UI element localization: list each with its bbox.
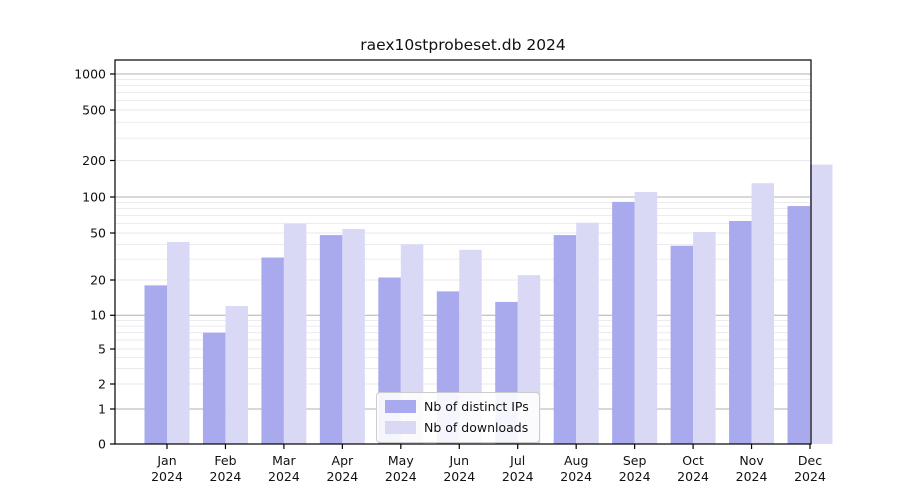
bar-downloads-sep <box>634 191 658 444</box>
bar-ips-aug <box>553 235 577 444</box>
x-tick-month: Nov <box>739 453 764 468</box>
legend-item-downloads: Nb of downloads <box>385 419 529 436</box>
y-tick-label: 500 <box>82 102 106 117</box>
x-tick-year: 2024 <box>619 469 651 484</box>
legend-item-distinct-ips: Nb of distinct IPs <box>385 398 529 415</box>
x-tick-year: 2024 <box>794 469 826 484</box>
bar-ips-oct <box>670 245 694 444</box>
x-tick-month: Feb <box>214 453 236 468</box>
bar-ips-nov <box>729 220 752 444</box>
bar-downloads-mar <box>283 223 307 444</box>
x-tick-year: 2024 <box>560 469 592 484</box>
bar-ips-dec <box>787 206 810 444</box>
y-tick-label: 200 <box>82 153 106 168</box>
x-tick-year: 2024 <box>151 469 183 484</box>
bar-ips-sep <box>612 201 635 444</box>
x-tick-year: 2024 <box>385 469 417 484</box>
bar-ips-jan <box>144 285 167 444</box>
bar-downloads-feb <box>225 306 248 444</box>
bar-ips-feb <box>202 332 226 444</box>
x-tick-month: Mar <box>272 453 296 468</box>
bar-ips-apr <box>319 235 343 444</box>
y-tick-label: 2 <box>98 376 106 391</box>
x-tick-year: 2024 <box>502 469 534 484</box>
legend-label-distinct-ips: Nb of distinct IPs <box>424 399 529 414</box>
bar-downloads-jan <box>167 241 190 444</box>
x-tick-month: Dec <box>798 453 822 468</box>
x-tick-month: Sep <box>623 453 647 468</box>
plot-border <box>114 59 812 445</box>
y-tick-label: 5 <box>98 341 106 356</box>
y-tick-label: 1 <box>98 401 106 416</box>
x-tick-month: Jul <box>509 453 525 468</box>
legend-swatch-downloads <box>385 421 416 434</box>
bar-downloads-nov <box>751 183 775 444</box>
y-tick-label: 0 <box>98 436 106 451</box>
x-tick-year: 2024 <box>736 469 768 484</box>
x-tick-month: Apr <box>332 453 354 468</box>
y-tick-label: 20 <box>90 272 106 287</box>
legend: Nb of distinct IPs Nb of downloads <box>376 392 540 443</box>
y-tick-label: 50 <box>90 225 106 240</box>
legend-label-downloads: Nb of downloads <box>424 420 529 435</box>
x-tick-year: 2024 <box>677 469 709 484</box>
x-tick-year: 2024 <box>210 469 242 484</box>
x-tick-year: 2024 <box>268 469 300 484</box>
chart-title: raex10stprobeset.db 2024 <box>360 36 566 54</box>
x-tick-month: Oct <box>682 453 704 468</box>
y-tick-label: 10 <box>90 308 106 323</box>
x-tick-month: May <box>388 453 414 468</box>
bar-downloads-dec <box>810 164 833 444</box>
bar-downloads-oct <box>693 231 716 444</box>
bar-downloads-aug <box>576 222 599 444</box>
x-tick-month: Aug <box>564 453 588 468</box>
x-tick-month: Jan <box>156 453 176 468</box>
legend-swatch-distinct-ips <box>385 400 416 413</box>
y-axis-ticks: 0 1 2 5 10 20 50 100 200 500 1000 <box>74 66 115 451</box>
x-tick-month: Jun <box>449 453 470 468</box>
x-axis-ticks: Jan2024Feb2024Mar2024Apr2024May2024Jun20… <box>151 444 826 484</box>
bar-downloads-apr <box>342 229 365 444</box>
x-tick-year: 2024 <box>326 469 358 484</box>
y-tick-label: 100 <box>82 189 106 204</box>
bar-ips-mar <box>261 257 284 444</box>
y-tick-label: 1000 <box>74 66 106 81</box>
x-tick-year: 2024 <box>443 469 475 484</box>
